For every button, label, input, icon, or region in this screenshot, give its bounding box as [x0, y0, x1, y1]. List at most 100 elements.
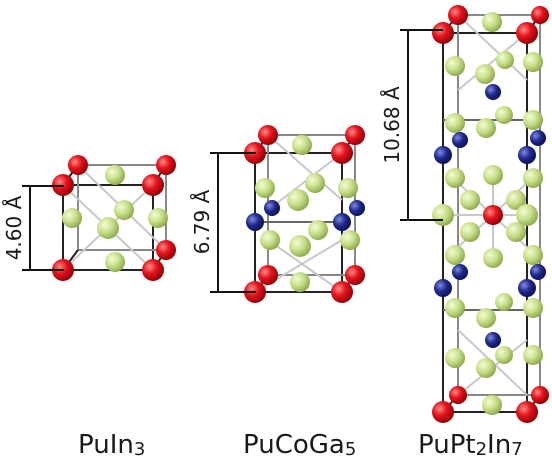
- pu-atom: [483, 205, 503, 225]
- pu-atom: [331, 281, 353, 303]
- pu-atom: [68, 155, 88, 175]
- in-atom: [482, 12, 502, 32]
- formula-main: PuPt: [418, 430, 476, 460]
- in-atom: [476, 118, 496, 138]
- in-atom: [495, 106, 513, 124]
- in-atom: [62, 208, 82, 228]
- pt-atom: [530, 130, 546, 146]
- in-atom: [483, 165, 503, 185]
- in-atom: [523, 298, 543, 318]
- pt-atom: [485, 84, 501, 100]
- pu-atom: [448, 5, 468, 25]
- in-atom: [495, 346, 513, 364]
- formula-puptin7: PuPt2In7: [418, 430, 523, 460]
- ga-atom: [255, 178, 275, 198]
- in-atom: [475, 64, 495, 84]
- co-atom: [264, 200, 280, 216]
- in-atom: [523, 168, 543, 188]
- in-atom: [105, 252, 125, 272]
- in-atom: [476, 358, 496, 378]
- pu-atom: [142, 174, 164, 196]
- pu-atom: [516, 22, 538, 44]
- pu-atom: [258, 265, 278, 285]
- lattice-label-puin3: 4.60 Å: [2, 195, 26, 261]
- in-atom: [432, 204, 454, 226]
- pu-atom: [432, 401, 454, 423]
- pu-atom: [345, 265, 365, 285]
- pu-atom: [142, 259, 164, 281]
- in-atom: [495, 293, 513, 311]
- ga-atom: [290, 272, 310, 292]
- formula-subscript: 5: [344, 439, 357, 460]
- ga-atom: [338, 178, 358, 198]
- ga-atom: [260, 230, 280, 250]
- pt-atom: [518, 279, 536, 297]
- formula-subscript: 3: [133, 439, 146, 460]
- in-atom: [482, 395, 502, 415]
- ga-atom: [308, 220, 328, 240]
- lattice-label-puptin7: 10.68 Å: [380, 86, 404, 164]
- ga-atom: [305, 173, 325, 193]
- formula-puin3: PuIn3: [78, 430, 145, 460]
- pu-atom: [345, 125, 365, 145]
- in-atom: [445, 113, 465, 133]
- pu-atom: [156, 240, 176, 260]
- ga-atom: [292, 135, 312, 155]
- structure-puptin7: [400, 5, 549, 423]
- in-atom: [476, 308, 496, 328]
- formula-tail-subscript: 7: [511, 439, 523, 460]
- pu-atom: [331, 142, 353, 164]
- in-atom: [523, 110, 543, 130]
- pt-atom: [434, 279, 452, 297]
- pu-atom: [531, 386, 549, 404]
- in-atom: [516, 204, 538, 226]
- dimension-bar: [22, 185, 64, 271]
- pt-atom: [485, 332, 501, 348]
- pu-atom: [258, 125, 278, 145]
- formula-main: PuCoGa: [243, 430, 345, 460]
- in-atom: [445, 56, 465, 76]
- pt-atom: [452, 264, 468, 280]
- lattice-label-pucoga5: 6.79 Å: [190, 189, 214, 255]
- co-atom: [246, 213, 264, 231]
- in-atom: [148, 208, 168, 228]
- pt-atom: [434, 146, 452, 164]
- in-atom: [523, 245, 543, 265]
- in-atom: [445, 245, 465, 265]
- in-atom: [460, 190, 480, 210]
- ga-atom: [289, 235, 311, 257]
- ga-atom: [287, 189, 309, 211]
- co-atom: [349, 200, 365, 216]
- in-atom: [97, 217, 119, 239]
- in-atom: [506, 190, 526, 210]
- pt-atom: [452, 132, 468, 148]
- in-atom: [483, 248, 503, 268]
- in-atom: [105, 165, 125, 185]
- formula-main: PuIn: [78, 430, 134, 460]
- in-atom: [523, 52, 543, 72]
- in-atom: [506, 222, 526, 242]
- pt-atom: [530, 264, 546, 280]
- atoms: [244, 125, 365, 303]
- structure-puin3: [22, 155, 176, 281]
- dimension-bar: [210, 152, 256, 293]
- in-atom: [445, 298, 465, 318]
- atoms: [432, 5, 549, 423]
- in-atom: [445, 348, 465, 368]
- pu-atom: [516, 401, 538, 423]
- dimension-bar: [400, 29, 443, 221]
- pu-atom: [156, 155, 176, 175]
- pu-atom: [531, 6, 549, 24]
- in-atom: [460, 222, 480, 242]
- formula-tail: In: [487, 430, 512, 460]
- in-atom: [445, 168, 465, 188]
- pu-atom: [449, 386, 467, 404]
- pt-atom: [518, 146, 536, 164]
- formula-subscript: 2: [475, 439, 488, 460]
- co-atom: [333, 213, 351, 231]
- pu-atom: [432, 22, 454, 44]
- formula-pucoga5: PuCoGa5: [243, 430, 356, 460]
- in-atom: [496, 51, 514, 69]
- ga-atom: [340, 230, 360, 250]
